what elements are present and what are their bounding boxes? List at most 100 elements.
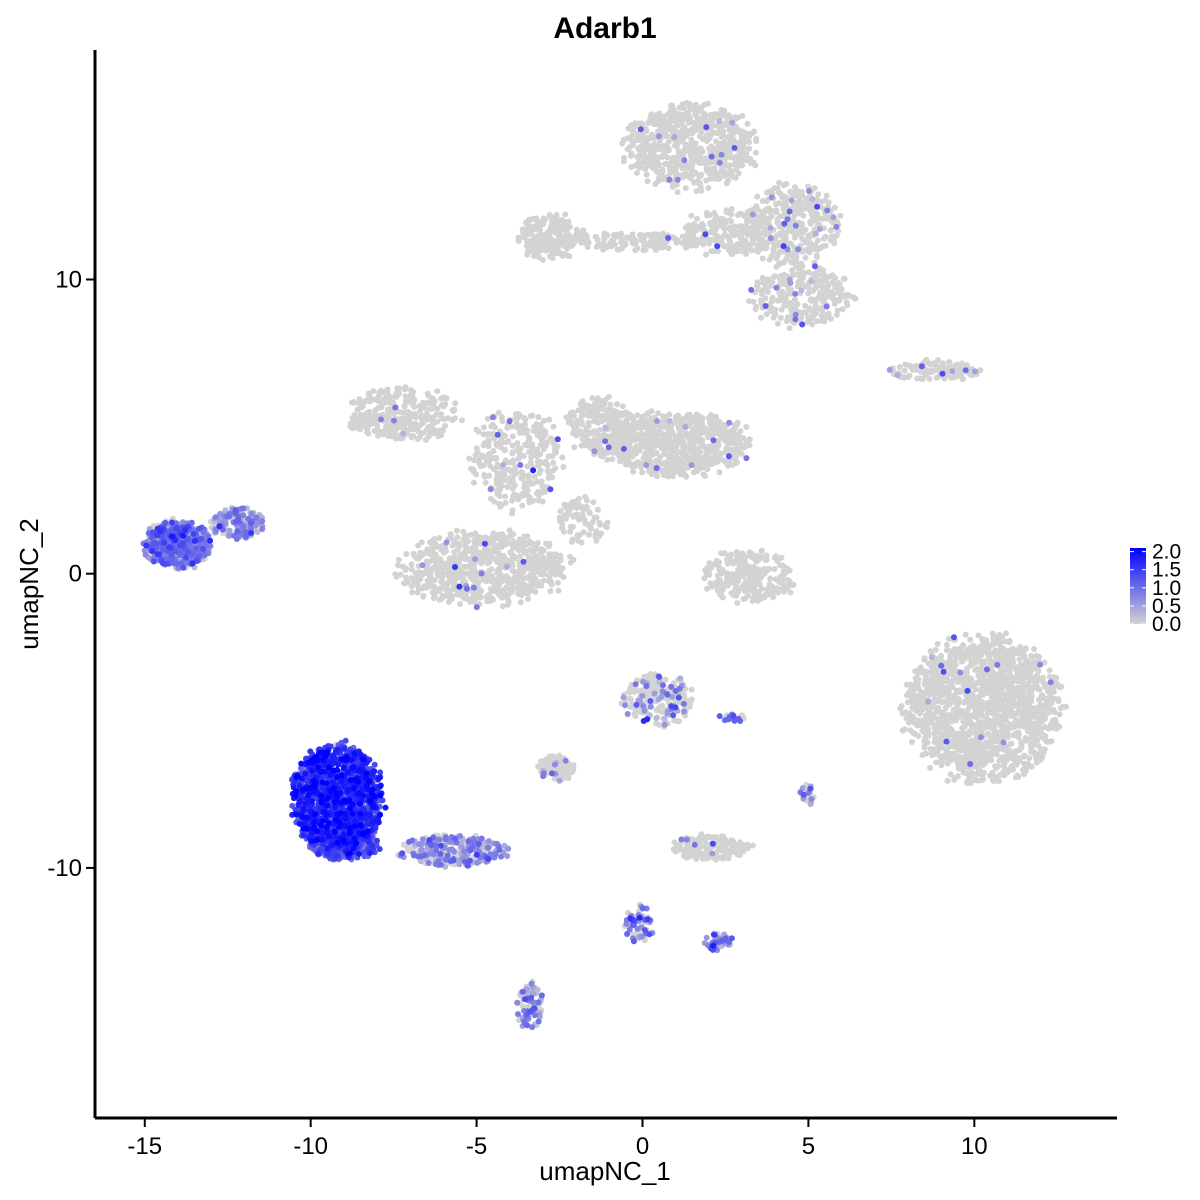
cell-point — [751, 595, 758, 602]
cell-point — [584, 242, 591, 249]
cell-point — [727, 224, 734, 231]
cell-point — [702, 155, 709, 162]
cell-point — [720, 132, 727, 139]
cell-point — [671, 457, 678, 464]
cell-point — [422, 412, 429, 419]
cell-point — [545, 475, 552, 481]
cell-point — [450, 408, 457, 414]
cell-point — [707, 112, 714, 119]
cell-point — [672, 434, 679, 441]
cell-point — [688, 242, 695, 249]
cell-point — [805, 290, 812, 297]
cell-point — [496, 581, 503, 588]
cell-point — [754, 282, 760, 289]
cell-point — [414, 589, 421, 596]
cell-point — [526, 218, 532, 225]
cell-point — [552, 571, 559, 578]
cell-point — [544, 467, 551, 474]
cell-point — [550, 423, 557, 430]
cell-point — [616, 452, 623, 459]
cell-point — [450, 586, 457, 593]
cell-point — [725, 177, 732, 184]
cell-point — [666, 463, 672, 470]
cell-point — [656, 143, 663, 150]
cell-point — [530, 253, 537, 259]
cell-point — [753, 203, 760, 210]
cell-point — [509, 588, 515, 595]
cell-point — [654, 231, 661, 238]
cell-point — [775, 589, 781, 596]
cell-point — [726, 439, 733, 446]
cell-point — [576, 236, 583, 243]
cell-point — [674, 189, 681, 196]
cell-point — [666, 435, 673, 442]
cell-point — [708, 117, 715, 124]
cell-point — [551, 445, 558, 452]
cell-point — [554, 579, 561, 586]
cell-point — [432, 551, 438, 558]
cell-point — [395, 556, 402, 563]
cell-point — [679, 165, 686, 172]
cell-point — [531, 233, 538, 240]
cell-point — [593, 537, 600, 544]
cell-point — [576, 515, 583, 522]
cell-point — [709, 227, 715, 234]
cell-point — [543, 540, 549, 547]
cell-point — [688, 157, 695, 164]
cell-point — [440, 403, 447, 410]
cell-point — [410, 432, 416, 439]
cell-point — [692, 452, 699, 459]
cell-point — [493, 456, 499, 462]
cell-point — [586, 531, 592, 538]
cell-point — [738, 237, 745, 244]
cell-point — [353, 424, 360, 431]
cell-point — [707, 449, 713, 456]
cell-point — [694, 215, 700, 222]
cell-point — [665, 122, 672, 129]
cell-point — [654, 439, 661, 446]
cell-point — [576, 531, 583, 538]
cell-point — [665, 473, 672, 480]
cell-point — [771, 566, 778, 572]
cell-point — [619, 427, 626, 434]
cell-point — [763, 198, 770, 205]
cell-point — [786, 288, 793, 295]
cell-point — [712, 175, 719, 182]
cell-point — [643, 171, 650, 178]
cell-point — [711, 236, 718, 243]
cell-point — [1031, 646, 1037, 653]
cell-point — [487, 463, 494, 470]
cell-point — [733, 549, 740, 555]
cell-point — [966, 728, 973, 735]
cell-point — [431, 564, 438, 571]
cell-point — [647, 152, 654, 159]
cell-point — [820, 267, 827, 274]
cell-point — [457, 601, 463, 607]
cell-point — [772, 273, 779, 280]
cell-point — [518, 452, 524, 459]
cell-point — [512, 466, 519, 473]
cell-point — [670, 128, 677, 135]
cell-point — [510, 531, 517, 538]
cell-point — [704, 585, 710, 592]
cell-point — [511, 578, 518, 585]
cell-point — [392, 571, 399, 578]
cell-point — [778, 297, 785, 304]
cell-point — [555, 247, 562, 254]
cell-point — [538, 233, 545, 240]
cell-point — [773, 255, 780, 262]
cell-point — [500, 576, 507, 583]
cell-point — [906, 719, 912, 726]
cell-point — [604, 456, 611, 463]
cell-point — [589, 395, 596, 401]
cell-point — [523, 243, 530, 250]
cell-point — [752, 162, 759, 169]
cell-point — [725, 235, 732, 242]
cell-point — [946, 359, 953, 366]
cell-point — [581, 442, 588, 449]
cell-point — [721, 231, 728, 238]
cell-point — [669, 109, 675, 116]
cell-point — [693, 223, 700, 230]
cell-point — [660, 244, 667, 250]
cell-point — [416, 434, 423, 441]
